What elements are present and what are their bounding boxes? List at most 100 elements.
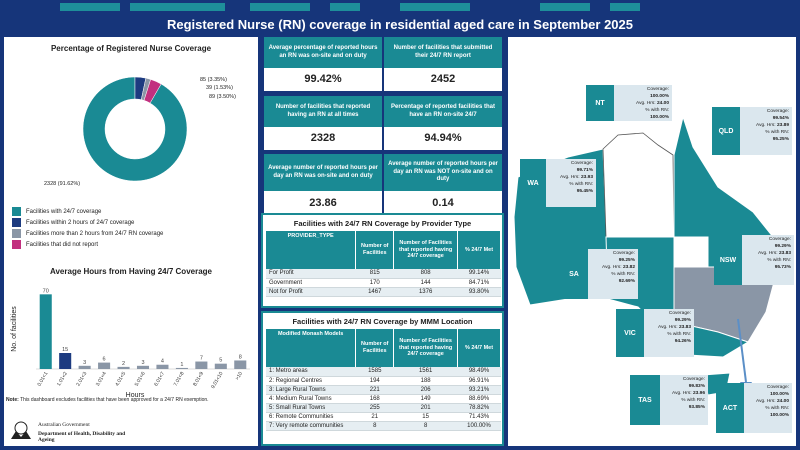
donut-slice-247[interactable] (82, 76, 188, 182)
bar-chart-title: Average Hours from Having 24/7 Coverage (50, 267, 212, 276)
bar[interactable] (175, 367, 188, 369)
state-sa[interactable]: SA (560, 249, 588, 299)
legend-item-247[interactable]: Facilities with 24/7 coverage (12, 207, 101, 216)
bar[interactable] (195, 361, 208, 369)
table-row[interactable]: 2: Regional Centres 194 188 96.91% (266, 376, 501, 386)
donut-label-main: 2328 (91.62%) (44, 181, 80, 187)
bar[interactable] (117, 366, 130, 369)
table-row[interactable]: Not for Profit 1467 1376 93.80% (266, 287, 501, 297)
legend-label: Facilities more than 2 hours from 24/7 R… (26, 230, 164, 237)
bar-value-label: 2 (122, 361, 125, 367)
cell-pct: 71.43% (457, 412, 501, 422)
state-nt[interactable]: NT (586, 85, 614, 121)
cell-mmm: 3: Large Rural Towns (266, 385, 356, 395)
col-header[interactable]: Modified Monash Models (266, 329, 357, 367)
legend-swatch (12, 229, 21, 238)
cell-facilities: 21 (355, 412, 394, 422)
y-axis-label: No. of facilities (11, 306, 18, 352)
cell-mmm: 7: Very remote communities (266, 421, 356, 431)
table-row[interactable]: 3: Large Rural Towns 221 206 93.21% (266, 385, 501, 395)
col-header[interactable]: Number of Facilities that reported havin… (393, 231, 459, 269)
cell-mmm: 1: Metro areas (266, 367, 356, 377)
col-header[interactable]: Number of Facilities that reported havin… (393, 329, 459, 367)
donut-slice-not-reported[interactable] (143, 79, 162, 104)
col-header[interactable]: % 24/7 Met (457, 329, 501, 367)
table-row[interactable]: 5: Small Rural Towns 255 201 78.82% (266, 403, 501, 413)
legend-item-within-2h[interactable]: Facilities within 2 hours of 24/7 covera… (12, 218, 134, 227)
kpi-value: 94.94% (384, 127, 502, 150)
x-tick-label: >10 (235, 371, 245, 382)
gov-line-1: Australian Government (38, 422, 90, 428)
cell-reported: 201 (393, 403, 458, 413)
state-vic[interactable]: VIC (616, 309, 644, 357)
col-header[interactable]: PROVIDER_TYPE (266, 231, 357, 269)
dashboard-title: Registered Nurse (RN) coverage in reside… (166, 17, 633, 32)
cell-pct: 100.00% (457, 421, 501, 431)
legend-swatch (12, 240, 21, 249)
legend-label: Facilities with 24/7 coverage (26, 208, 102, 215)
legend-item-not-reported[interactable]: Facilities that did not report (12, 240, 98, 249)
table-row[interactable]: 6: Remote Communities 21 15 71.43% (266, 412, 501, 422)
state-tas[interactable]: TAS (630, 375, 660, 425)
legend-label: Facilities within 2 hours of 24/7 covera… (26, 219, 135, 226)
state-act[interactable]: ACT (716, 383, 744, 433)
bar[interactable] (156, 364, 169, 369)
bar-value-label: 7 (200, 356, 203, 362)
bar-value-label: 70 (43, 288, 49, 294)
state-qld[interactable]: QLD (712, 107, 740, 155)
table-row[interactable]: 4: Medium Rural Towns 168 149 88.69% (266, 394, 501, 404)
kpi-avg-hours-on-site: Average number of reported hours per day… (264, 154, 382, 216)
cell-reported: 808 (393, 269, 458, 279)
cell-facilities: 1467 (355, 287, 394, 297)
bar[interactable] (136, 365, 150, 369)
state-wa[interactable]: WA (520, 159, 546, 207)
col-header[interactable]: Number of Facilities (355, 329, 395, 367)
cell-reported: 149 (393, 394, 458, 404)
state-qld-stats: Coverage: 99.54% Avg. Hrs: 23.89 % with … (740, 107, 792, 155)
col-header[interactable]: Number of Facilities (355, 231, 395, 269)
table-row[interactable]: 7: Very remote communities 8 8 100.00% (266, 421, 501, 431)
col-header[interactable]: % 24/7 Met (457, 231, 501, 269)
x-tick-label: 4.01<5 (114, 371, 127, 388)
table-row[interactable]: For Profit 815 808 99.14% (266, 269, 501, 279)
bar[interactable] (39, 294, 52, 369)
bar[interactable] (59, 353, 72, 369)
state-sa-stats: Coverage: 99.25% Avg. Hrs: 23.82 % with … (588, 249, 638, 299)
kpi-value: 0.14 (384, 191, 502, 216)
coat-of-arms-icon (11, 421, 31, 439)
cell-pct: 93.80% (457, 287, 501, 297)
gov-line-2: Department of Health, Disability and Age… (38, 431, 126, 443)
legend-item-more-2h[interactable]: Facilities more than 2 hours from 24/7 R… (12, 229, 163, 238)
legend-swatch (12, 218, 21, 227)
bar[interactable] (214, 363, 227, 369)
kpi-facilities-submitted: Number of facilities that submitted thei… (384, 37, 502, 91)
x-tick-label: 1.01<2 (56, 371, 69, 388)
state-nsw[interactable]: NSW (714, 235, 742, 285)
cell-facilities: 221 (355, 385, 394, 395)
cell-mmm: 6: Remote Communities (266, 412, 356, 422)
table-row[interactable]: 1: Metro areas 1585 1561 98.49% (266, 367, 501, 377)
bar[interactable] (98, 362, 111, 369)
cell-reported: 1376 (393, 287, 458, 297)
cell-pct: 84.71% (457, 278, 501, 288)
cell-reported: 144 (393, 278, 458, 288)
cell-pct: 93.21% (457, 385, 501, 395)
bar[interactable] (234, 360, 247, 369)
mmm-table-title: Facilities with 24/7 RN Coverage by MMM … (292, 317, 473, 326)
cell-facilities: 168 (355, 394, 394, 404)
donut-title: Percentage of Registered Nurse Coverage (50, 44, 212, 53)
state-nt-stats: Coverage: 100.00% Avg. Hrs: 24.00 % with… (614, 85, 672, 121)
bar-value-label: 1 (180, 362, 183, 368)
table-row[interactable]: Government 170 144 84.71% (266, 278, 501, 288)
x-axis-label: Hours (126, 392, 145, 399)
state-nsw-stats: Coverage: 99.29% Avg. Hrs: 23.83 % with … (742, 235, 794, 285)
legend-label: Facilities that did not report (26, 241, 99, 248)
x-tick-label: 5.01<6 (134, 371, 147, 388)
bar[interactable] (78, 365, 91, 369)
kpi-label: Number of facilities that submitted thei… (384, 37, 502, 68)
provider-table-title: Facilities with 24/7 RN Coverage by Prov… (293, 219, 472, 228)
map-panel: NT Coverage: 100.00% Avg. Hrs: 24.00 % w… (508, 37, 796, 446)
legend-swatch (12, 207, 21, 216)
top-decor-strip (0, 0, 800, 14)
bar-value-label: 6 (103, 357, 106, 363)
